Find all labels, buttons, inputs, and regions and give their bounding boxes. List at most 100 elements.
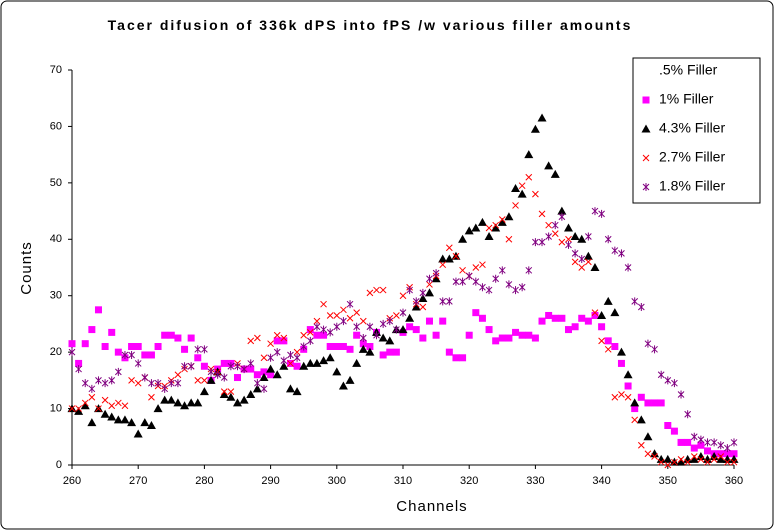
x-tick-label: 340 xyxy=(592,475,610,487)
data-point xyxy=(220,359,228,367)
data-point xyxy=(577,234,587,243)
data-point xyxy=(300,331,308,339)
data-point xyxy=(690,432,698,441)
legend-marker xyxy=(642,154,650,162)
data-point xyxy=(525,173,533,181)
data-point xyxy=(252,384,262,393)
data-point xyxy=(591,309,599,316)
data-point xyxy=(220,373,228,382)
data-point xyxy=(359,317,367,325)
data-point xyxy=(260,384,268,393)
data-point xyxy=(684,410,692,419)
data-point xyxy=(332,367,342,376)
data-point xyxy=(134,343,142,350)
data-point xyxy=(75,405,82,412)
data-point xyxy=(148,379,155,388)
data-point xyxy=(644,399,652,407)
data-point xyxy=(677,438,685,446)
data-point xyxy=(538,317,546,325)
data-point xyxy=(174,371,182,379)
data-point xyxy=(697,456,705,463)
data-point xyxy=(690,444,698,452)
data-point xyxy=(81,340,89,348)
data-point xyxy=(287,350,294,359)
data-point xyxy=(186,398,196,407)
data-point xyxy=(505,334,513,342)
data-point xyxy=(320,325,327,334)
data-point xyxy=(74,406,84,415)
data-point xyxy=(716,454,726,463)
data-point xyxy=(419,334,427,342)
x-tick-label: 270 xyxy=(129,475,147,487)
data-point xyxy=(353,309,361,316)
data-point xyxy=(200,362,208,370)
data-point xyxy=(697,435,705,444)
data-point xyxy=(558,238,566,246)
x-tick-label: 300 xyxy=(328,475,346,487)
x-tick-label: 350 xyxy=(659,475,677,487)
data-point xyxy=(518,283,526,292)
data-point xyxy=(492,337,500,345)
data-point xyxy=(644,450,652,458)
data-point xyxy=(551,314,559,322)
data-point xyxy=(273,331,281,339)
data-point xyxy=(68,405,76,412)
data-point xyxy=(624,263,632,272)
data-point xyxy=(333,343,341,350)
data-point xyxy=(313,331,321,339)
data-point xyxy=(565,240,572,249)
x-tick-label: 260 xyxy=(63,475,81,487)
data-point xyxy=(464,226,474,235)
data-point xyxy=(133,429,143,438)
data-point xyxy=(550,169,560,178)
data-point xyxy=(194,377,202,384)
data-point xyxy=(141,373,149,382)
data-point xyxy=(280,337,288,345)
data-point xyxy=(571,258,579,266)
data-point xyxy=(452,354,460,362)
data-point xyxy=(293,348,301,356)
data-point xyxy=(108,402,116,410)
data-point xyxy=(565,326,572,334)
y-tick-label: 0 xyxy=(56,459,62,471)
data-point xyxy=(254,334,261,342)
data-point xyxy=(696,452,706,461)
data-point xyxy=(127,418,137,427)
data-point xyxy=(657,370,665,379)
data-point xyxy=(478,314,486,322)
data-point xyxy=(254,379,261,388)
data-point xyxy=(585,232,592,241)
legend-label: 1.8% Filler xyxy=(659,178,725,194)
data-point xyxy=(724,444,731,453)
data-point xyxy=(709,452,719,461)
data-point xyxy=(134,379,142,387)
data-point xyxy=(492,274,500,283)
data-point xyxy=(108,328,116,336)
data-point xyxy=(558,212,566,221)
data-point xyxy=(379,319,387,328)
data-point xyxy=(81,379,89,388)
data-point xyxy=(305,358,315,367)
data-point xyxy=(340,317,347,326)
legend-marker xyxy=(642,183,650,191)
data-point xyxy=(465,271,473,280)
x-tick-label: 320 xyxy=(460,475,478,487)
data-point xyxy=(664,422,672,429)
data-point xyxy=(571,323,579,331)
data-point xyxy=(267,371,275,379)
data-point xyxy=(273,348,281,357)
x-tick-label: 360 xyxy=(725,475,743,487)
data-point xyxy=(193,398,203,407)
data-point xyxy=(485,326,493,334)
data-point xyxy=(459,354,467,362)
data-point xyxy=(710,456,718,463)
data-point xyxy=(293,362,301,370)
data-point xyxy=(624,393,632,401)
data-point xyxy=(227,362,235,371)
y-axis-label: Counts xyxy=(18,241,35,295)
data-point xyxy=(128,377,135,384)
data-point xyxy=(663,454,673,463)
data-point xyxy=(147,351,155,359)
data-point xyxy=(472,264,480,271)
